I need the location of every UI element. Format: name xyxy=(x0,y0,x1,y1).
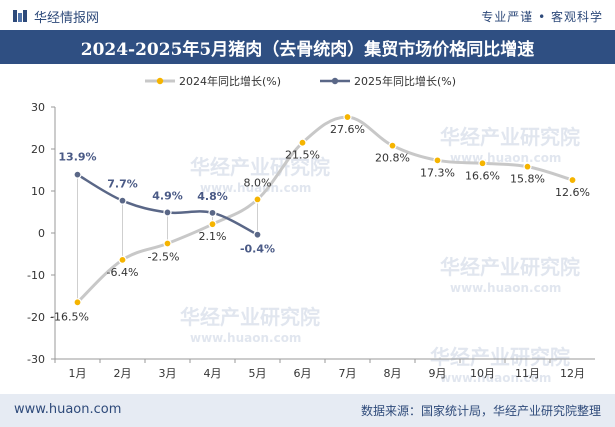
watermark-text: 华经产业研究院 xyxy=(190,155,330,179)
line-chart: 华经产业研究院 www.huaon.com 华经产业研究院 www.huaon.com… xyxy=(27,74,595,385)
series-2024-point xyxy=(343,112,352,122)
watermark-text: 华经产业研究院 xyxy=(440,255,580,279)
series-2024-label: 12.6% xyxy=(555,186,590,199)
series-2024-label: -16.5% xyxy=(50,310,89,323)
series-2025-point xyxy=(208,208,217,217)
series-2024-point xyxy=(208,220,217,229)
series-2025-label: 4.8% xyxy=(197,190,228,203)
x-tick-label: 7月 xyxy=(339,367,357,380)
chart-title: 2024-2025年5月猪肉（去骨统肉）集贸市场价格同比增速 xyxy=(0,30,615,64)
top-bar: 华经情报网 专业严谨 • 客观科学 xyxy=(0,0,615,30)
y-tick-label: 20 xyxy=(31,143,45,156)
y-tick-label: -20 xyxy=(27,311,45,324)
footer-site: www.huaon.com xyxy=(14,402,122,417)
series-2024-label: 27.6% xyxy=(330,123,365,136)
x-tick-label: 1月 xyxy=(69,367,87,380)
watermark-url: www.huaon.com xyxy=(440,371,551,385)
watermark-url: www.huaon.com xyxy=(450,281,561,295)
y-tick-label: 30 xyxy=(31,101,45,114)
series-2024-point xyxy=(568,175,577,185)
series-2024-point xyxy=(433,156,442,165)
series-2024-point xyxy=(388,141,397,150)
brand: 华经情报网 xyxy=(12,7,100,26)
y-tick-label: 10 xyxy=(31,185,45,198)
series-2024-label: 20.8% xyxy=(375,152,410,165)
y-tick-label: 0 xyxy=(38,227,45,240)
series-2024-label: -2.5% xyxy=(148,251,180,264)
series-2024-label: 2.1% xyxy=(199,230,227,243)
series-2024-label: 16.6% xyxy=(465,169,500,182)
series-2024-point xyxy=(478,159,487,168)
series-2024-label: 21.5% xyxy=(285,149,320,162)
legend-2025-marker xyxy=(331,77,339,85)
series-2025-point xyxy=(118,196,127,205)
x-tick-label: 5月 xyxy=(249,367,267,380)
series-2024-label: -6.4% xyxy=(107,266,139,279)
watermark-url: www.huaon.com xyxy=(190,331,301,345)
series-2024-label: 17.3% xyxy=(420,166,455,179)
y-tick-label: -30 xyxy=(27,353,45,366)
series-2025-point xyxy=(73,170,82,179)
x-tick-label: 6月 xyxy=(294,367,312,380)
x-tick-label: 12月 xyxy=(560,367,585,380)
series-2024-label: 8.0% xyxy=(244,176,272,189)
x-tick-label: 11月 xyxy=(515,367,540,380)
legend-2024-label: 2024年同比增长(%) xyxy=(179,74,281,88)
series-2025-label: 13.9% xyxy=(58,151,96,164)
watermark-text: 华经产业研究院 xyxy=(180,305,320,329)
watermark-url: www.huaon.com xyxy=(200,181,311,195)
series-2025-label: 7.7% xyxy=(107,178,138,191)
brand-name: 华经情报网 xyxy=(34,10,100,26)
watermark-url: www.huaon.com xyxy=(450,151,561,165)
footer: www.huaon.com 数据来源：国家统计局，华经产业研究院整理 xyxy=(0,394,615,427)
x-tick-label: 2月 xyxy=(114,367,132,380)
series-2024-point xyxy=(118,255,127,264)
series-2025-label: -0.4% xyxy=(240,243,275,256)
series-2024-point xyxy=(253,195,262,204)
series-2024-label: 15.8% xyxy=(510,173,545,186)
watermark-text: 华经产业研究院 xyxy=(430,345,570,369)
x-tick-label: 9月 xyxy=(429,367,447,380)
x-tick-label: 8月 xyxy=(384,367,402,380)
huaon-logo-icon xyxy=(13,10,27,22)
series-2024-point xyxy=(73,298,82,307)
x-tick-label: 4月 xyxy=(204,367,222,380)
x-tick-label: 3月 xyxy=(159,367,177,380)
watermark-text: 华经产业研究院 xyxy=(440,125,580,149)
series-2025-point xyxy=(163,208,172,217)
x-tick-label: 10月 xyxy=(470,367,495,380)
series-2024-point xyxy=(298,138,307,147)
footer-source: 数据来源：国家统计局，华经产业研究院整理 xyxy=(360,404,601,418)
series-2024-point xyxy=(523,162,532,171)
tagline: 专业严谨 • 客观科学 xyxy=(481,10,603,24)
legend-2024-marker xyxy=(156,77,164,85)
legend-2025-label: 2025年同比增长(%) xyxy=(354,74,456,88)
series-2024-point xyxy=(163,239,172,248)
series-2025-point xyxy=(253,230,262,239)
series-2025-label: 4.9% xyxy=(152,189,183,202)
y-tick-label: -10 xyxy=(27,269,45,282)
